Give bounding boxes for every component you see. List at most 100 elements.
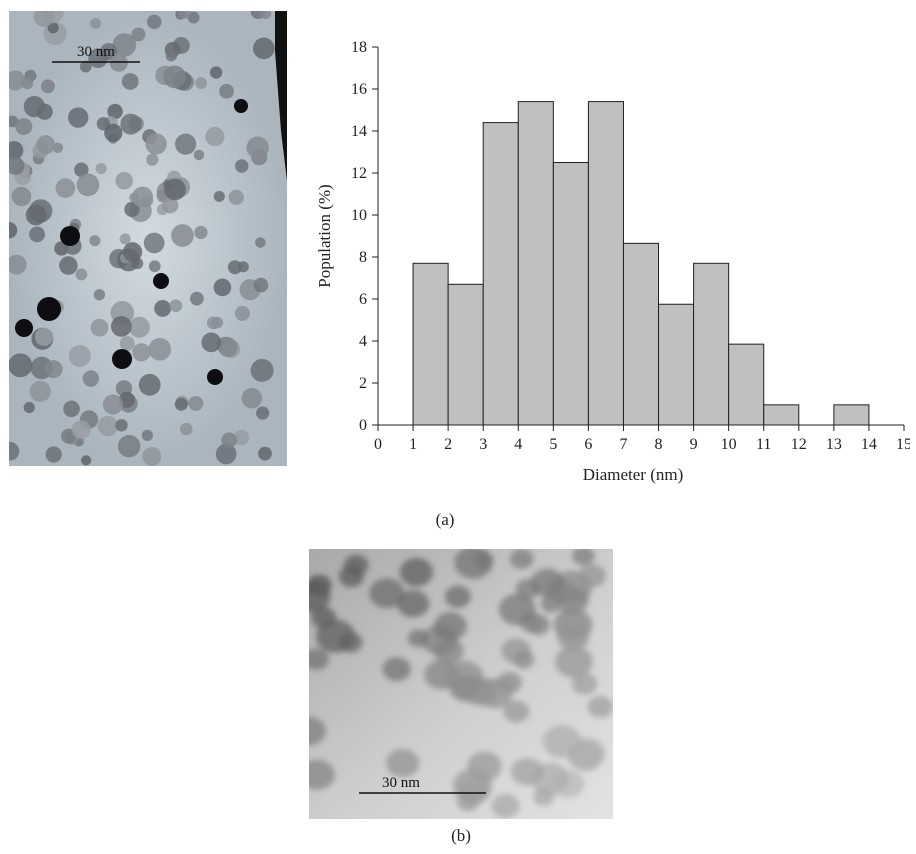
nanoparticle: [89, 235, 101, 247]
nanoparticle: [34, 327, 54, 346]
nanoparticle: [143, 232, 165, 254]
nanoparticle: [567, 741, 603, 772]
tem-a-dark-edge: [275, 11, 287, 181]
nanoparticle: [513, 650, 535, 669]
histogram-bar-5: [587, 101, 624, 426]
nanoparticle: [194, 225, 208, 240]
nanoparticle: [97, 415, 119, 437]
nanoparticle: [491, 794, 520, 818]
x-tick-label: 9: [690, 436, 698, 453]
nanoparticle-dense: [234, 99, 248, 113]
x-tick-label: 5: [549, 436, 557, 453]
nanoparticle: [396, 589, 430, 618]
nanoparticle: [55, 178, 76, 198]
x-axis-ticks: 0 1 2 3 4 5 6 7 8 9 10 11 12 13 14 15: [374, 425, 912, 453]
nanoparticle: [259, 7, 272, 19]
histogram-bar-1: [447, 283, 484, 426]
nanoparticle: [221, 432, 237, 449]
x-tick-label: 0: [374, 436, 382, 453]
nanoparticle: [6, 115, 19, 128]
nanoparticle: [218, 337, 238, 358]
nanoparticle: [201, 332, 222, 353]
nanoparticle-dense: [207, 369, 223, 385]
nanoparticle-dense: [37, 297, 61, 321]
histogram-bar-6: [622, 242, 660, 426]
nanoparticle: [509, 548, 534, 569]
nanoparticle: [47, 22, 59, 34]
nanoparticle: [303, 648, 329, 670]
nanoparticle: [241, 387, 263, 409]
nanoparticle: [29, 226, 46, 243]
nanoparticle: [382, 657, 411, 682]
nanoparticle: [255, 237, 266, 248]
nanoparticle: [131, 186, 154, 208]
x-tick-label: 3: [479, 436, 487, 453]
nanoparticle: [540, 595, 561, 613]
nanoparticle: [112, 33, 137, 57]
nanoparticle: [147, 14, 162, 30]
nanoparticle: [23, 95, 45, 118]
nanoparticle: [454, 546, 493, 579]
nanoparticle: [90, 318, 109, 337]
nanoparticle: [63, 400, 80, 418]
nanoparticle: [40, 79, 55, 94]
y-tick-label: 10: [351, 207, 367, 224]
nanoparticle: [59, 256, 78, 275]
histogram-bar-2: [482, 122, 519, 426]
nanoparticle: [68, 344, 91, 368]
nanoparticle-dense: [112, 349, 132, 369]
nanoparticle: [6, 254, 27, 275]
nanoparticle: [23, 401, 35, 414]
y-axis-label: Population (%): [315, 184, 334, 287]
nanoparticle: [67, 107, 89, 128]
nanoparticle: [578, 564, 606, 588]
nanoparticle: [6, 156, 25, 175]
nanoparticle: [33, 6, 55, 27]
y-tick-label: 14: [351, 123, 367, 140]
x-tick-label: 14: [861, 436, 877, 453]
tem-image-a: 30 nm: [0, 1, 287, 466]
nanoparticle: [219, 83, 234, 99]
y-tick-label: 18: [351, 39, 367, 56]
nanoparticle: [90, 17, 102, 29]
y-axis-ticks: 0 2 4 6 8 10 12 14 16 18: [351, 39, 378, 434]
y-tick-label: 0: [359, 417, 367, 434]
y-tick-label: 16: [351, 81, 367, 98]
nanoparticle: [189, 291, 204, 306]
nanoparticle: [233, 429, 250, 446]
nanoparticle: [209, 66, 223, 79]
nanoparticle: [128, 316, 150, 338]
nanoparticle: [175, 133, 197, 155]
nanoparticle: [74, 162, 89, 177]
nanoparticle-dense: [15, 319, 33, 337]
y-tick-label: 4: [359, 333, 367, 350]
nanoparticle: [193, 149, 205, 161]
nanoparticle: [124, 201, 140, 218]
nanoparticle: [235, 159, 249, 173]
nanoparticle: [146, 153, 159, 166]
nanoparticle: [227, 260, 242, 275]
y-tick-label: 2: [359, 375, 367, 392]
nanoparticle: [93, 289, 106, 301]
nanoparticle: [119, 336, 135, 351]
nanoparticle: [11, 186, 32, 207]
caption-a: (a): [435, 510, 455, 529]
nanoparticle: [104, 123, 123, 143]
nanoparticle: [95, 162, 107, 175]
histogram-bar-0: [412, 262, 449, 426]
nanoparticle: [122, 242, 143, 262]
nanoparticle: [386, 748, 420, 778]
nanoparticle: [5, 70, 26, 91]
histogram-bar-3: [517, 101, 554, 426]
histogram-bar-4: [552, 162, 589, 426]
nanoparticle-dense: [153, 273, 169, 289]
x-tick-label: 4: [514, 436, 522, 453]
nanoparticle: [8, 353, 33, 378]
nanoparticle: [117, 434, 141, 458]
x-tick-label: 1: [409, 436, 417, 453]
nanoparticle: [503, 700, 530, 723]
nanoparticle: [557, 623, 590, 651]
nanoparticle: [145, 133, 167, 155]
nanoparticle: [211, 316, 224, 329]
x-tick-label: 8: [655, 436, 663, 453]
